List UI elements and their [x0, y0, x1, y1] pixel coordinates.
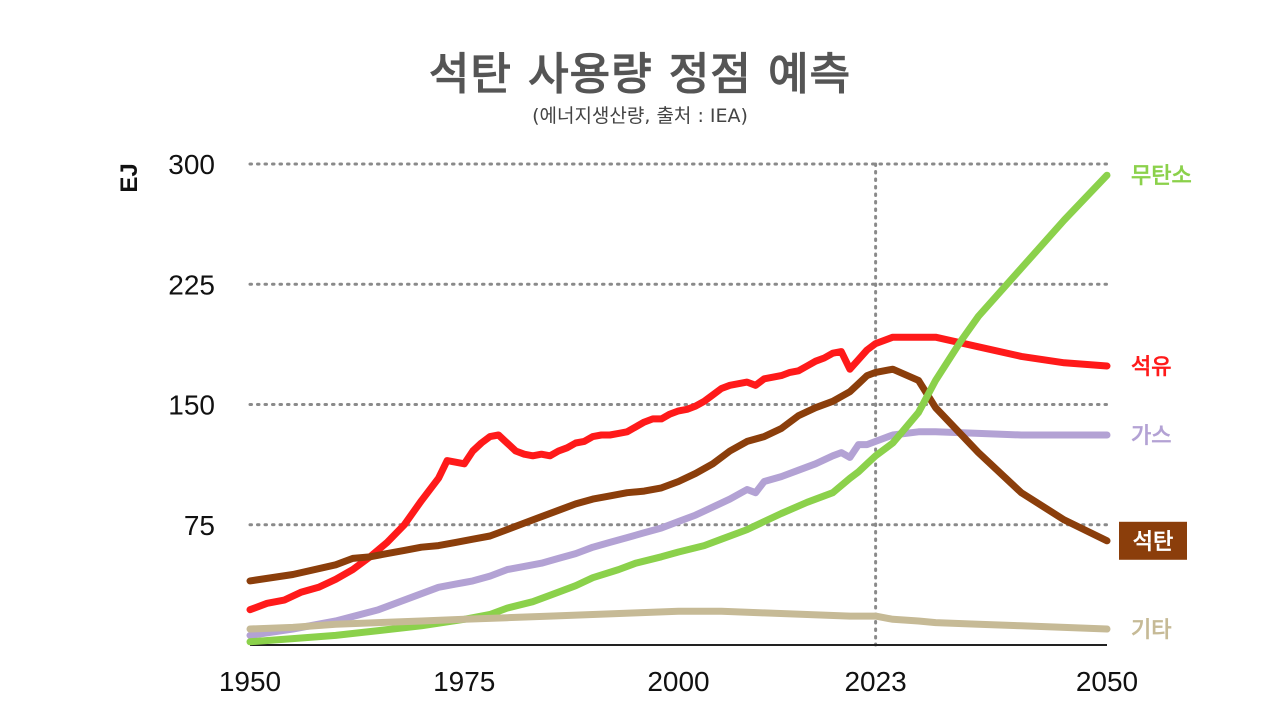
- grid-lines: [248, 162, 1109, 647]
- x-tick-label: 2050: [1076, 666, 1138, 697]
- series-line-4: [246, 607, 1111, 633]
- series-lines: [246, 171, 1111, 646]
- x-tick-label: 2000: [647, 666, 709, 697]
- y-tick-label: 225: [168, 269, 215, 300]
- series-line-2: [246, 365, 1111, 585]
- x-tick-label: 2023: [844, 666, 906, 697]
- chart-title: 석탄 사용량 정점 예측: [428, 49, 852, 100]
- axes: EJ 75 150 225 300 1950 1975 2000 2023 2050: [116, 149, 1138, 697]
- series-label-box: [1119, 521, 1187, 560]
- series-label: 석탄: [1133, 530, 1173, 555]
- y-axis-label: EJ: [116, 163, 143, 192]
- x-tick-label: 1950: [219, 666, 281, 697]
- y-tick-label: 150: [168, 390, 215, 421]
- series-label: 석유: [1131, 355, 1171, 380]
- x-tick-label: 1975: [433, 666, 495, 697]
- chart-subtitle: (에너지생산량, 출처 : IEA): [532, 105, 748, 127]
- y-tick-label: 300: [168, 149, 215, 180]
- series-label: 가스: [1131, 424, 1171, 449]
- series-line-0: [246, 333, 1111, 614]
- y-tick-label: 75: [184, 510, 215, 541]
- series-line-1: [246, 428, 1111, 639]
- series-label: 무탄소: [1131, 164, 1192, 189]
- series-label: 기타: [1131, 618, 1172, 643]
